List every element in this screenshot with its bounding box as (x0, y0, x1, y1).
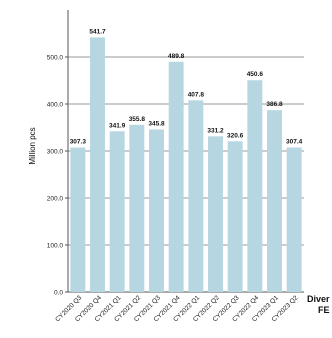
y-tick-label: 100.0 (47, 243, 64, 250)
bar (227, 141, 243, 292)
bar (208, 136, 223, 292)
data-label: 307.4 (286, 139, 303, 146)
bar (70, 147, 86, 292)
data-label: 320.6 (227, 132, 244, 139)
bars (70, 37, 302, 292)
bar (90, 37, 105, 292)
bar (109, 131, 125, 292)
gridlines (68, 56, 304, 246)
data-label: 386.8 (266, 101, 283, 108)
y-tick-label: 200.0 (47, 196, 64, 203)
y-tick-label: 300.0 (47, 149, 64, 156)
data-label: 345.8 (148, 120, 165, 127)
side-text-line-1: Diver (307, 294, 330, 304)
y-tick-label: 500.0 (47, 55, 64, 62)
y-tick-label: 0.0 (54, 290, 63, 297)
bar (286, 147, 302, 292)
bar (188, 100, 204, 292)
bar (129, 124, 145, 292)
side-text-line-2: FE (318, 305, 330, 315)
data-label: 541.7 (89, 28, 106, 35)
y-axis-title: Million pcs (28, 127, 37, 164)
bar (267, 110, 282, 292)
y-tick-label: 400.0 (47, 102, 64, 109)
data-label: 489.8 (168, 53, 185, 60)
bar (149, 129, 164, 292)
data-label: 307.3 (70, 139, 87, 146)
data-label: 341.9 (109, 122, 126, 129)
bar (168, 61, 184, 292)
data-label: 355.8 (129, 116, 146, 123)
y-tick-labels: 0.0 100.0 200.0 300.0 400.0 500.0 (47, 55, 68, 297)
data-label: 407.8 (188, 91, 205, 98)
data-label: 331.2 (207, 127, 224, 134)
bar (247, 80, 263, 292)
data-label: 450.6 (247, 71, 264, 78)
